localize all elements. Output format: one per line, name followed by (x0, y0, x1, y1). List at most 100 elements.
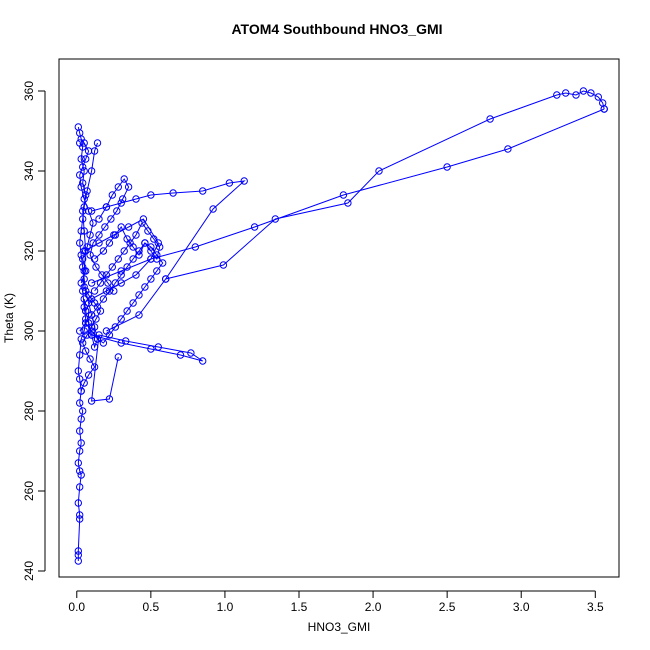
data-point (154, 239, 163, 247)
data-point (132, 195, 140, 203)
data-point (82, 191, 90, 199)
y-tick-label: 360 (22, 81, 36, 101)
data-point (132, 231, 140, 239)
data-point (144, 227, 152, 235)
data-point (271, 215, 279, 223)
data-point (76, 171, 84, 179)
data-point (77, 439, 85, 447)
data-point (594, 93, 602, 101)
data-point (147, 243, 155, 251)
data-point (93, 139, 102, 147)
data-point (82, 319, 90, 327)
data-point (92, 315, 100, 323)
data-point (153, 267, 161, 275)
data-point (147, 345, 155, 353)
series-layer (74, 87, 608, 565)
data-point (83, 187, 91, 195)
data-point (443, 163, 451, 171)
data-point (101, 223, 109, 231)
data-point (107, 215, 115, 223)
data-point (123, 263, 131, 271)
data-point (90, 287, 99, 295)
data-point (156, 243, 164, 251)
data-point (344, 199, 352, 207)
data-point (124, 223, 133, 231)
x-tick-label: 3.0 (513, 600, 530, 614)
data-point (84, 291, 93, 299)
data-point (98, 271, 106, 279)
data-point (132, 271, 140, 279)
data-point (147, 191, 155, 199)
data-point (169, 189, 177, 197)
y-tick-label: 280 (22, 401, 36, 421)
data-point (86, 355, 94, 363)
series-line (80, 286, 102, 392)
data-point (87, 311, 96, 319)
data-point (76, 483, 84, 491)
data-point (90, 363, 99, 371)
data-point (135, 247, 143, 255)
data-point (74, 367, 83, 375)
data-point (99, 247, 108, 255)
data-point (191, 243, 200, 251)
data-point (579, 87, 588, 95)
data-point (80, 195, 88, 203)
data-point (79, 407, 87, 415)
data-point (113, 207, 121, 215)
data-point (84, 147, 93, 155)
x-tick-label: 1.0 (217, 600, 234, 614)
data-point (375, 167, 383, 175)
data-point (135, 291, 143, 299)
series-line (83, 218, 159, 312)
x-tick-label: 2.5 (439, 600, 456, 614)
data-point (76, 399, 84, 407)
data-point (117, 315, 125, 323)
data-point (95, 215, 103, 223)
data-point (150, 235, 158, 243)
data-point (82, 155, 90, 163)
data-point (87, 323, 96, 331)
data-point (114, 183, 123, 191)
data-point (114, 255, 123, 263)
data-point (562, 89, 570, 97)
data-point (225, 179, 234, 187)
data-point (135, 311, 143, 319)
data-point (111, 323, 120, 331)
data-point (187, 349, 195, 357)
data-point (74, 551, 83, 559)
data-point (76, 327, 84, 335)
data-point (162, 275, 170, 283)
data-point (76, 351, 84, 359)
data-point (600, 105, 608, 113)
data-point (123, 307, 131, 315)
data-point (77, 227, 85, 235)
data-point (199, 357, 207, 365)
series-line (79, 142, 99, 349)
plot-area-frame (58, 58, 620, 578)
data-point (92, 263, 100, 271)
data-point (96, 307, 105, 315)
data-point (90, 255, 99, 263)
data-point (108, 191, 117, 199)
data-point (141, 283, 149, 291)
data-point (111, 279, 120, 287)
data-point (117, 199, 125, 207)
data-point (77, 183, 85, 191)
data-point (102, 203, 111, 211)
data-point (86, 231, 94, 239)
data-point (96, 279, 105, 287)
data-point (587, 89, 595, 97)
data-point (83, 243, 91, 251)
data-point (339, 191, 348, 199)
data-point (82, 307, 90, 315)
series-line (79, 242, 164, 344)
data-point (79, 163, 87, 171)
data-point (138, 219, 146, 227)
data-point (79, 215, 87, 223)
data-point (77, 387, 85, 395)
y-axis-label: Theta (K) (2, 293, 16, 343)
y-tick-label: 340 (22, 161, 36, 181)
data-point (120, 175, 128, 183)
x-tick-label: 2.0 (365, 600, 382, 614)
